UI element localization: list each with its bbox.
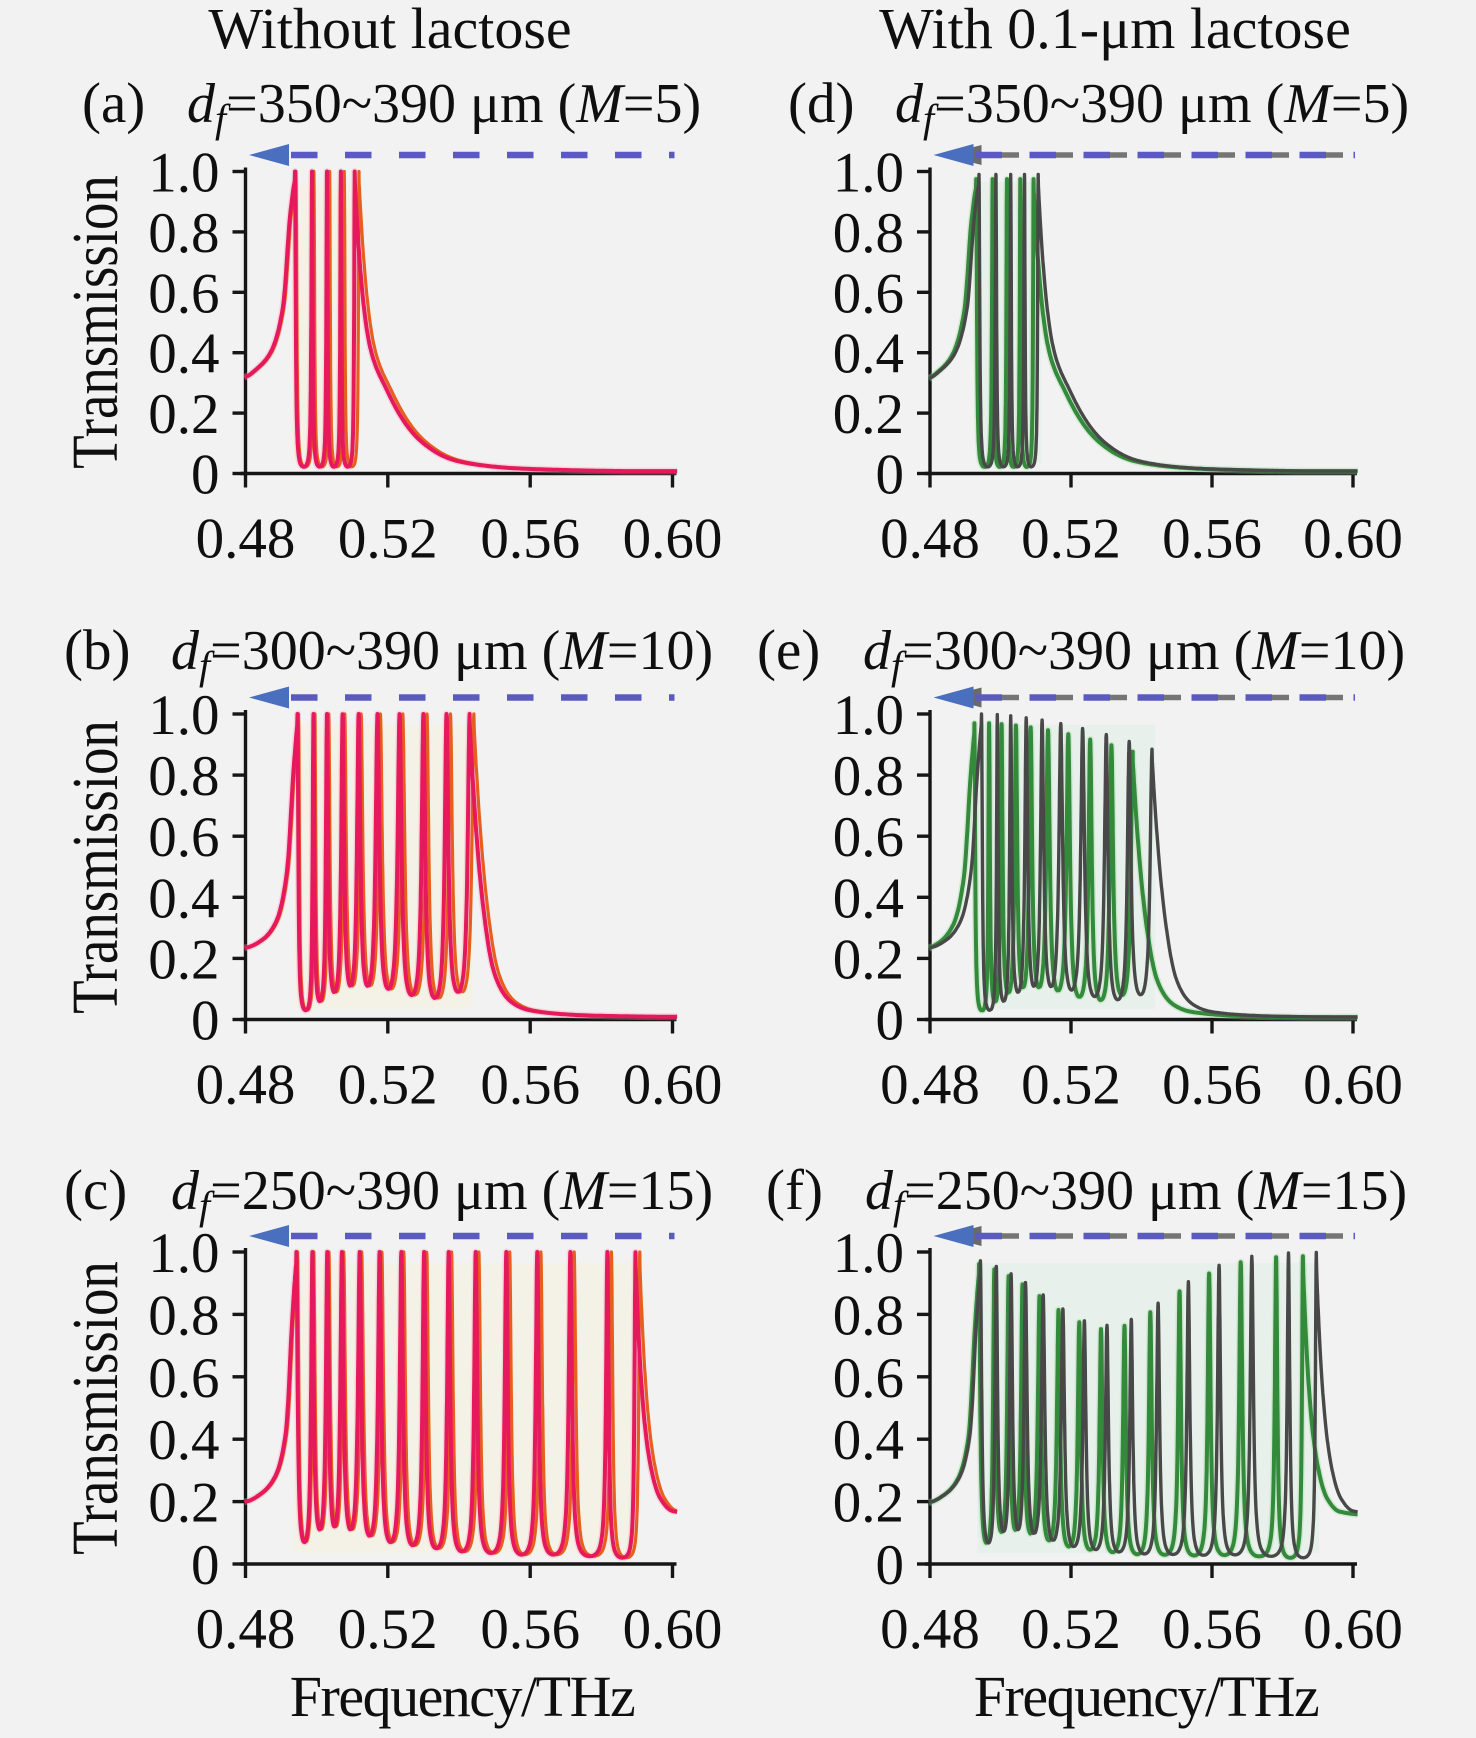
svg-text:0.60: 0.60 <box>623 1054 723 1117</box>
svg-text:df=350~390 μm (M=5): df=350~390 μm (M=5) <box>895 73 1409 141</box>
svg-text:1.0: 1.0 <box>833 142 904 205</box>
svg-text:0.6: 0.6 <box>148 262 219 325</box>
svg-text:0.8: 0.8 <box>148 202 219 265</box>
svg-text:1.0: 1.0 <box>833 684 904 747</box>
svg-text:(d): (d) <box>788 72 854 135</box>
svg-text:0.2: 0.2 <box>148 383 219 446</box>
svg-text:0: 0 <box>191 990 220 1053</box>
svg-text:(a): (a) <box>82 72 145 135</box>
svg-text:0.4: 0.4 <box>833 867 904 930</box>
svg-text:0.48: 0.48 <box>196 508 296 571</box>
svg-text:(c): (c) <box>64 1159 127 1222</box>
svg-text:0.4: 0.4 <box>148 323 219 386</box>
svg-text:0.56: 0.56 <box>1162 1598 1262 1661</box>
svg-text:0.6: 0.6 <box>833 806 904 869</box>
svg-text:1.0: 1.0 <box>148 1222 219 1285</box>
svg-text:Frequency/THz: Frequency/THz <box>974 1664 1319 1729</box>
svg-text:0.52: 0.52 <box>338 508 438 571</box>
svg-text:(b): (b) <box>64 619 130 682</box>
svg-text:0.4: 0.4 <box>148 1409 219 1472</box>
svg-text:0.48: 0.48 <box>196 1054 296 1117</box>
svg-text:0.2: 0.2 <box>148 1472 219 1535</box>
svg-text:1.0: 1.0 <box>148 684 219 747</box>
svg-text:0.48: 0.48 <box>196 1598 296 1661</box>
svg-text:0: 0 <box>876 444 905 507</box>
svg-text:0.48: 0.48 <box>880 1054 980 1117</box>
svg-text:0.56: 0.56 <box>480 508 580 571</box>
svg-text:0.2: 0.2 <box>833 928 904 991</box>
svg-text:df=300~390 μm (M=10): df=300~390 μm (M=10) <box>863 620 1405 688</box>
svg-text:0.8: 0.8 <box>833 1284 904 1347</box>
svg-text:0: 0 <box>191 1534 220 1597</box>
svg-text:0.60: 0.60 <box>1303 1054 1403 1117</box>
svg-text:Transmission: Transmission <box>59 175 132 469</box>
svg-text:0.8: 0.8 <box>148 1284 219 1347</box>
svg-text:df=300~390 μm (M=10): df=300~390 μm (M=10) <box>171 620 713 688</box>
svg-text:(f): (f) <box>766 1159 823 1222</box>
svg-text:Transmission: Transmission <box>59 720 132 1014</box>
svg-text:0.4: 0.4 <box>833 1409 904 1472</box>
svg-text:0.56: 0.56 <box>480 1598 580 1661</box>
svg-text:Without lactose: Without lactose <box>208 0 571 61</box>
svg-text:df=350~390 μm (M=5): df=350~390 μm (M=5) <box>187 73 701 141</box>
svg-text:0.60: 0.60 <box>623 508 723 571</box>
svg-text:0.6: 0.6 <box>833 1347 904 1410</box>
svg-text:0: 0 <box>876 1534 905 1597</box>
svg-text:df=250~390 μm (M=15): df=250~390 μm (M=15) <box>865 1160 1407 1228</box>
svg-text:0.48: 0.48 <box>880 508 980 571</box>
svg-text:0.52: 0.52 <box>338 1054 438 1117</box>
svg-text:0.6: 0.6 <box>833 262 904 325</box>
svg-text:0.52: 0.52 <box>1021 1054 1121 1117</box>
svg-text:With 0.1-μm lactose: With 0.1-μm lactose <box>879 0 1351 61</box>
svg-text:Frequency/THz: Frequency/THz <box>290 1664 635 1729</box>
svg-text:0.56: 0.56 <box>1162 508 1262 571</box>
svg-text:0.4: 0.4 <box>148 867 219 930</box>
svg-text:0.52: 0.52 <box>338 1598 438 1661</box>
svg-text:0.56: 0.56 <box>1162 1054 1262 1117</box>
svg-text:1.0: 1.0 <box>148 142 219 205</box>
svg-text:(e): (e) <box>757 619 820 682</box>
svg-text:0.48: 0.48 <box>880 1598 980 1661</box>
svg-text:0.8: 0.8 <box>148 745 219 808</box>
svg-text:0.6: 0.6 <box>148 806 219 869</box>
svg-text:0.52: 0.52 <box>1021 508 1121 571</box>
svg-text:0.6: 0.6 <box>148 1347 219 1410</box>
svg-text:0.60: 0.60 <box>1303 508 1403 571</box>
svg-text:Transmission: Transmission <box>59 1261 132 1555</box>
svg-text:0.2: 0.2 <box>148 928 219 991</box>
svg-text:0.60: 0.60 <box>623 1598 723 1661</box>
svg-text:0.60: 0.60 <box>1303 1598 1403 1661</box>
svg-text:0.8: 0.8 <box>833 745 904 808</box>
svg-text:1.0: 1.0 <box>833 1222 904 1285</box>
svg-text:0.52: 0.52 <box>1021 1598 1121 1661</box>
svg-text:0.2: 0.2 <box>833 383 904 446</box>
svg-text:0.56: 0.56 <box>480 1054 580 1117</box>
svg-text:df=250~390 μm (M=15): df=250~390 μm (M=15) <box>171 1160 713 1228</box>
svg-text:0: 0 <box>876 990 905 1053</box>
svg-text:0: 0 <box>191 444 220 507</box>
svg-text:0.4: 0.4 <box>833 323 904 386</box>
svg-text:0.8: 0.8 <box>833 202 904 265</box>
svg-text:0.2: 0.2 <box>833 1472 904 1535</box>
